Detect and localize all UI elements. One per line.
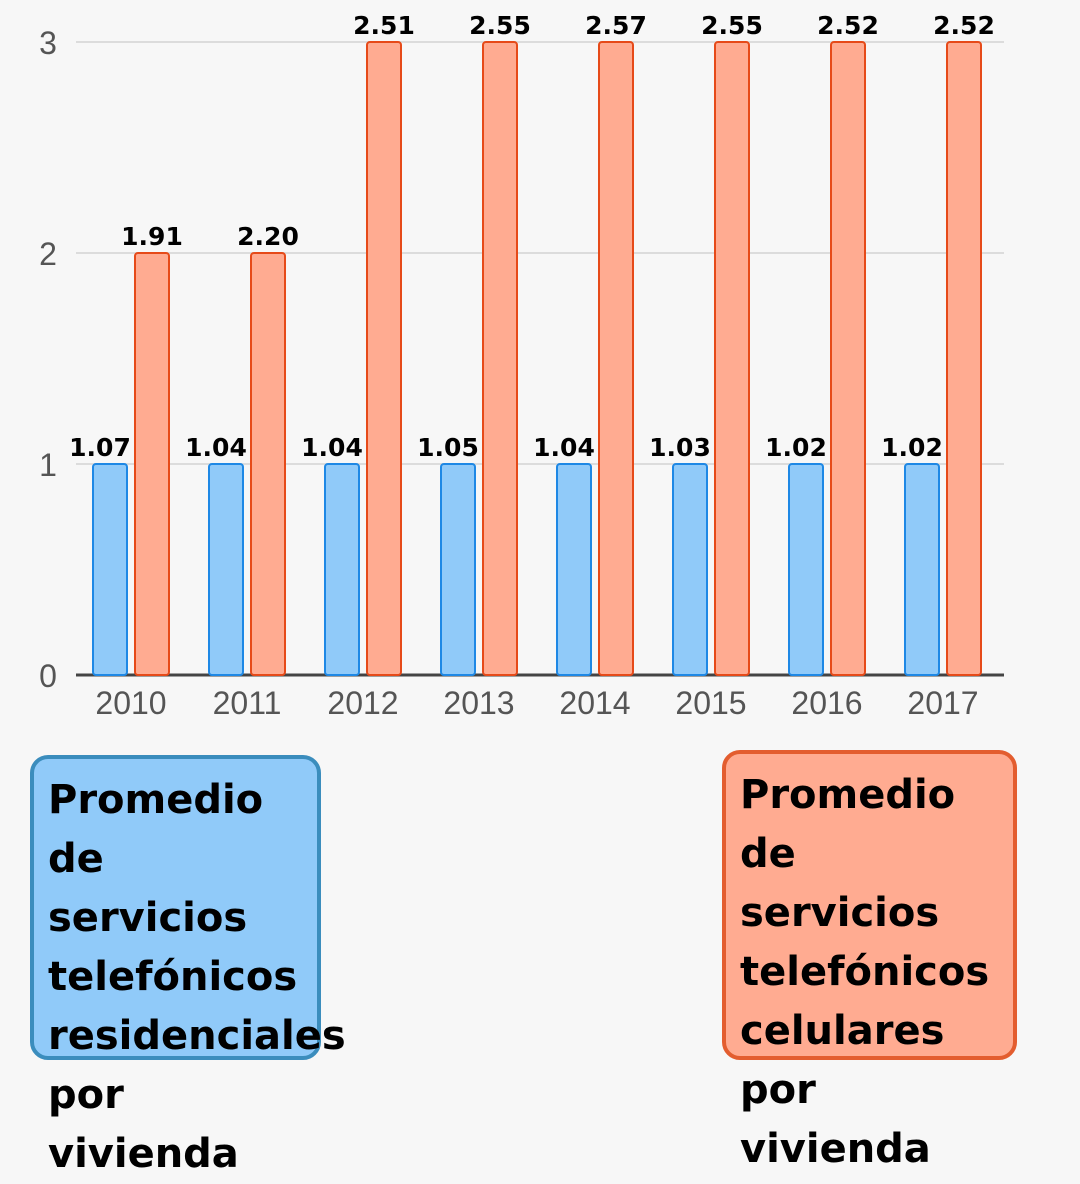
data-label: 2.55 [701,11,763,40]
data-label: 1.02 [765,433,827,462]
bar [904,463,940,676]
bar [556,463,592,676]
bar [92,463,128,676]
y-tick-label: 3 [39,25,57,61]
bar [598,41,634,676]
bar [714,41,750,676]
x-tick-label: 2015 [675,685,746,721]
data-label: 2.55 [469,11,531,40]
legend-celulares: Promedio de servicios telefónicos celula… [722,750,1017,1172]
y-tick-label: 1 [39,447,57,483]
bar [324,463,360,676]
bar [366,41,402,676]
bar [250,252,286,676]
x-tick-label: 2016 [791,685,862,721]
x-tick-label: 2017 [907,685,978,721]
x-tick-label: 2012 [327,685,398,721]
y-tick-label: 2 [39,236,57,272]
data-label: 2.52 [933,11,995,40]
bar [672,463,708,676]
bar [946,41,982,676]
bar [208,463,244,676]
data-label: 1.04 [533,433,595,462]
legend-residenciales: Promedio de servicios telefónicos reside… [30,755,346,1177]
data-label: 1.04 [301,433,363,462]
x-tick-label: 2010 [95,685,166,721]
x-tick-label: 2014 [559,685,630,721]
x-tick-label: 2013 [443,685,514,721]
data-label: 1.05 [417,433,479,462]
bar [830,41,866,676]
data-label: 2.51 [353,11,415,40]
data-label: 1.07 [69,433,131,462]
data-label: 2.52 [817,11,879,40]
data-label: 1.04 [185,433,247,462]
data-label: 1.02 [881,433,943,462]
data-label: 1.91 [121,222,183,251]
bar-chart: 0 1 2 3 1.07 1.91 2010 1.04 2.20 2011 1.04 2.51 2012… [39,11,1004,721]
data-label: 2.20 [237,222,299,251]
bar [134,252,170,676]
data-label: 2.57 [585,11,647,40]
data-label: 1.03 [649,433,711,462]
bar [440,463,476,676]
bar [482,41,518,676]
bar [788,463,824,676]
x-tick-label: 2011 [213,685,282,721]
y-tick-label: 0 [39,658,57,694]
